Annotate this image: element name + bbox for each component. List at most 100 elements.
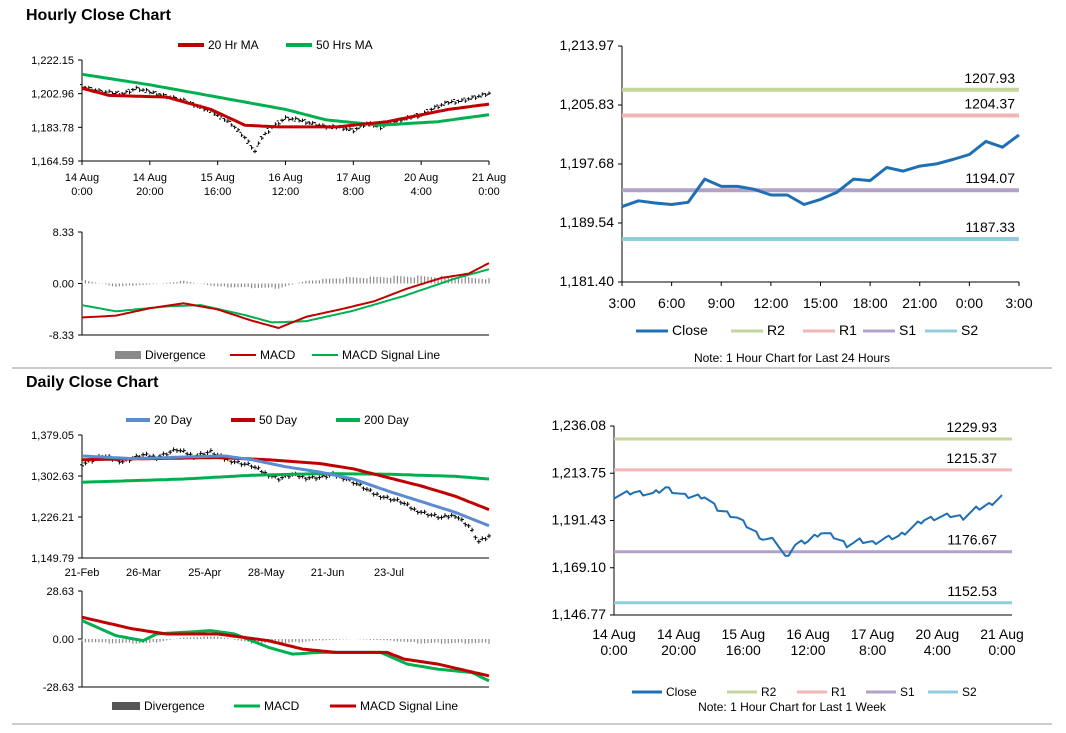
axes: 1,379.05 1,302.63 1,226.21 1,149.79 xyxy=(31,430,489,565)
legend-50hrs-ma: 50 Hrs MA xyxy=(316,38,373,52)
x-tick-label: 14 Aug xyxy=(133,172,167,184)
y-tick-label: 1,181.40 xyxy=(560,273,615,289)
y-tick-label: 0.00 xyxy=(53,634,74,646)
daily-section-title: Daily Close Chart xyxy=(26,374,159,391)
x-tick-label: 14 Aug xyxy=(657,626,701,642)
hourly-chart-note: Note: 1 Hour Chart for Last 24 Hours xyxy=(694,351,890,365)
x-tick-label: 0:00 xyxy=(956,295,983,311)
axes: 1,213.97 1,205.83 1,197.68 1,189.54 1,181.40 xyxy=(560,37,1019,289)
legend-200-day: 200 Day xyxy=(364,413,409,427)
x-tick-label: 12:00 xyxy=(753,295,788,311)
legend-50-day: 50 Day xyxy=(259,413,297,427)
y-tick-label: 1,226.21 xyxy=(31,512,74,524)
y-tick-label: 1,302.63 xyxy=(31,471,74,483)
y-tick-label: 28.63 xyxy=(46,586,74,598)
legend-macd: MACD xyxy=(260,348,296,362)
y-tick-label: 1,197.68 xyxy=(560,155,615,171)
level-label-s1: 1194.07 xyxy=(965,170,1015,186)
x-tick-label: 16 Aug xyxy=(268,172,302,184)
x-tick-label: 3:00 xyxy=(608,295,635,311)
x-tick-label: 0:00 xyxy=(478,186,499,198)
x-tick-label: 8:00 xyxy=(859,642,886,658)
x-tick-label: 16:00 xyxy=(204,186,232,198)
x-tick-label: 21 Aug xyxy=(980,626,1024,642)
level-label-r1-daily: 1215.37 xyxy=(946,450,997,466)
x-tick-label: 21:00 xyxy=(902,295,937,311)
axes: 1,222.15 1,202.96 1,183.78 1,164.59 xyxy=(31,55,489,168)
y-tick-label: 1,205.83 xyxy=(560,96,615,112)
series-macd xyxy=(81,262,490,329)
x-tick-label: 20 Aug xyxy=(404,172,438,184)
x-tick-label: 20 Aug xyxy=(916,626,960,642)
level-label-r2-daily: 1229.93 xyxy=(946,419,997,435)
y-tick-label: 1,146.77 xyxy=(552,606,607,622)
x-tick-label: 14 Aug xyxy=(65,172,99,184)
level-label-s2-daily: 1152.53 xyxy=(947,583,997,599)
hourly-section-title: Hourly Close Chart xyxy=(26,7,171,24)
y-tick-label: 1,202.96 xyxy=(31,89,74,101)
legend-daily-macd: MACD xyxy=(264,699,300,713)
legend-daily-divergence: Divergence xyxy=(144,699,205,713)
x-tick-label: 28-May xyxy=(248,567,285,579)
x-tick-label: 25-Apr xyxy=(188,567,221,579)
axes: 8.33 0.00 -8.33 xyxy=(49,227,83,342)
x-tick-label: 20:00 xyxy=(661,642,696,658)
x-tick-label: 23-Jul xyxy=(374,567,404,579)
level-label-r1: 1204.37 xyxy=(964,96,1015,112)
x-tick-label: 15 Aug xyxy=(201,172,235,184)
level-label-r2: 1207.93 xyxy=(964,70,1015,86)
series-20-day xyxy=(81,454,490,528)
legend-s2-hourly: S2 xyxy=(961,322,978,338)
x-tick-label: 0:00 xyxy=(600,642,627,658)
series-close-hourly xyxy=(621,133,1020,209)
x-tick-label: 15 Aug xyxy=(722,626,766,642)
legend-r2-hourly: R2 xyxy=(767,322,785,338)
x-tick-label: 3:00 xyxy=(1005,295,1032,311)
x-tick-label: 26-Mar xyxy=(126,567,161,579)
x-tick-label: 12:00 xyxy=(272,186,300,198)
series-200-day xyxy=(81,472,490,484)
series-20hr-ma xyxy=(81,86,490,129)
legend-20hr-ma: 20 Hr MA xyxy=(208,38,259,52)
x-tick-label: 18:00 xyxy=(853,295,888,311)
x-tick-label: 9:00 xyxy=(708,295,735,311)
legend-close-hourly: Close xyxy=(672,322,708,338)
y-tick-label: 1,236.08 xyxy=(552,417,607,433)
y-tick-label: 1,169.10 xyxy=(552,559,607,575)
x-tick-label: 21 Aug xyxy=(472,172,506,184)
legend-s1-daily: S1 xyxy=(900,685,915,699)
y-tick-label: 1,213.97 xyxy=(560,37,615,53)
series-close-daily xyxy=(613,486,1003,557)
x-tick-label: 21-Feb xyxy=(65,567,100,579)
level-label-s1-daily: 1176.67 xyxy=(947,532,997,548)
hourly-divergence-bars xyxy=(81,275,490,289)
y-tick-label: 1,379.05 xyxy=(31,430,74,442)
y-tick-label: 1,189.54 xyxy=(560,214,615,230)
legend-daily-macd-signal: MACD Signal Line xyxy=(360,699,458,713)
y-tick-label: 1,222.15 xyxy=(31,55,74,67)
axes: 28.63 0.00 -28.63 xyxy=(43,586,83,694)
x-tick-label: 0:00 xyxy=(71,186,92,198)
legend-r1-daily: R1 xyxy=(831,685,847,699)
y-tick-label: 8.33 xyxy=(53,227,74,239)
series-daily-macd xyxy=(81,619,490,683)
legend-r2-daily: R2 xyxy=(761,685,777,699)
y-tick-label: 1,183.78 xyxy=(31,122,74,134)
series-50hrs-ma xyxy=(81,72,490,127)
axes: 1,236.08 1,213.75 1,191.43 1,169.10 1,146.77 xyxy=(552,417,1012,622)
legend-r1-hourly: R1 xyxy=(839,322,857,338)
x-tick-label: 17 Aug xyxy=(336,172,370,184)
y-tick-label: -8.33 xyxy=(49,330,74,342)
x-tick-label: 0:00 xyxy=(988,642,1015,658)
series-daily-macd-signal xyxy=(81,615,490,678)
y-tick-label: 1,213.75 xyxy=(552,464,607,480)
x-tick-label: 20:00 xyxy=(136,186,164,198)
legend-close-daily: Close xyxy=(666,685,697,699)
x-tick-label: 4:00 xyxy=(410,186,431,198)
x-tick-label: 16:00 xyxy=(726,642,761,658)
x-tick-label: 16 Aug xyxy=(786,626,830,642)
legend-macd-signal: MACD Signal Line xyxy=(342,348,440,362)
x-tick-label: 8:00 xyxy=(343,186,364,198)
y-tick-label: -28.63 xyxy=(43,682,74,694)
